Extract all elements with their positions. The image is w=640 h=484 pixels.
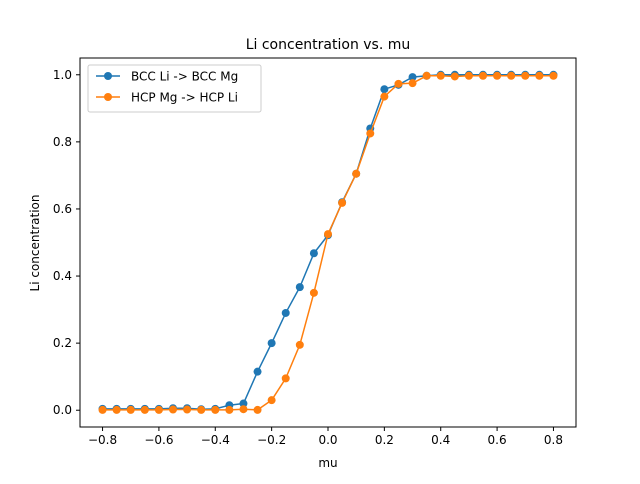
x-axis-label: mu (318, 456, 337, 470)
data-point (267, 339, 276, 348)
data-point (295, 283, 304, 292)
legend-entry: HCP Mg -> HCP Li (96, 91, 238, 105)
y-tick-label: 0.4 (53, 269, 72, 283)
data-point (464, 71, 473, 80)
data-point (239, 399, 248, 408)
legend-marker (104, 72, 112, 80)
x-tick-label: −0.4 (201, 433, 230, 447)
y-tick-label: 1.0 (53, 68, 72, 82)
series-line (102, 74, 554, 410)
legend-marker (104, 93, 112, 101)
data-point (281, 308, 290, 317)
x-tick-label: −0.2 (257, 433, 286, 447)
data-point (126, 405, 135, 414)
y-tick-label: 0.2 (53, 336, 72, 350)
data-point (479, 71, 487, 80)
data-point (450, 72, 459, 81)
data-point (140, 405, 149, 414)
data-point (112, 405, 121, 414)
series-line (102, 75, 554, 411)
y-axis-label: Li concentration (28, 195, 42, 292)
legend-label: HCP Mg -> HCP Li (131, 91, 238, 105)
data-point (225, 405, 234, 414)
data-point (295, 340, 304, 349)
data-point (422, 71, 431, 80)
series-2 (98, 71, 558, 414)
plot-series (98, 70, 558, 414)
data-point (98, 405, 107, 414)
data-point (309, 249, 318, 258)
data-point (309, 288, 318, 297)
y-tick-label: 0.8 (53, 135, 72, 149)
data-point (324, 230, 332, 239)
legend-entry: BCC Li -> BCC Mg (96, 70, 238, 84)
data-point (197, 405, 206, 414)
data-point (169, 405, 177, 414)
data-point (211, 405, 220, 414)
data-point (380, 85, 389, 94)
data-point (493, 71, 502, 80)
data-point (394, 79, 403, 88)
y-tick-label: 0.0 (53, 403, 72, 417)
data-point (352, 169, 361, 178)
x-tick-label: 0.8 (544, 433, 563, 447)
data-point (436, 71, 445, 80)
legend: BCC Li -> BCC Mg HCP Mg -> HCP Li (87, 64, 262, 113)
data-point (366, 129, 375, 138)
data-point (408, 73, 417, 82)
data-point (408, 79, 417, 88)
y-tick-label: 0.6 (53, 202, 72, 216)
data-point (521, 71, 530, 80)
data-point (154, 405, 163, 414)
legend-box (87, 64, 262, 113)
data-point (281, 374, 290, 383)
plot-frame (79, 57, 577, 428)
data-point (549, 71, 558, 80)
data-point (380, 92, 389, 101)
x-tick-label: 0.2 (375, 433, 394, 447)
x-tick-label: −0.8 (88, 433, 117, 447)
data-point (535, 71, 544, 80)
data-point (239, 405, 248, 414)
data-point (267, 396, 276, 405)
series-1 (98, 70, 558, 414)
chart-title: Li concentration vs. mu (246, 37, 411, 53)
x-tick-label: −0.6 (144, 433, 173, 447)
x-tick-label: 0.0 (318, 433, 337, 447)
axis-ticks: −0.8 −0.6 −0.4 −0.2 0.0 0.2 0.4 0.6 0.8 0.0 0.2 0.4… (53, 68, 563, 447)
data-point (253, 367, 262, 376)
x-tick-label: 0.4 (431, 433, 450, 447)
data-point (507, 71, 516, 80)
legend-label: BCC Li -> BCC Mg (131, 70, 238, 84)
data-point (183, 405, 192, 414)
x-tick-label: 0.6 (488, 433, 507, 447)
data-point (253, 405, 262, 414)
data-point (338, 198, 347, 207)
